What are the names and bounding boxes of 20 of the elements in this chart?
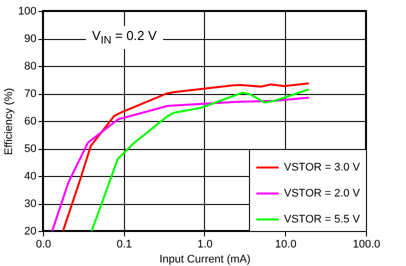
y-tick-label: 20 [24,226,36,238]
x-tick-label: 0.1 [116,238,132,250]
annotation: V$_{IN}$ = 0.2 V [92,28,157,47]
y-axis-title: Efficiency (%) [3,88,16,156]
x-tick-label: 10.0 [275,238,296,250]
y-tick-label: 50 [24,143,36,155]
y-tick-label: 30 [24,198,36,210]
x-tick-label: 1.0 [197,238,213,250]
legend-label: VSTOR = 3.0 V [284,162,361,174]
y-tick-label: 70 [24,88,36,100]
x-tick-label: 0.0 [36,238,52,250]
legend-label: VSTOR = 2.0 V [284,188,361,200]
y-tick-label: 60 [24,116,36,128]
y-tick-label: 100 [18,6,36,18]
x-axis-title: Input Current (mA) [159,254,251,266]
y-tick-label: 40 [24,170,36,182]
legend-label: VSTOR = 5.5 V [284,214,361,226]
x-tick-label: 100.0 [352,238,380,250]
y-tick-label: 90 [24,33,36,45]
y-tick-label: 80 [24,60,36,72]
